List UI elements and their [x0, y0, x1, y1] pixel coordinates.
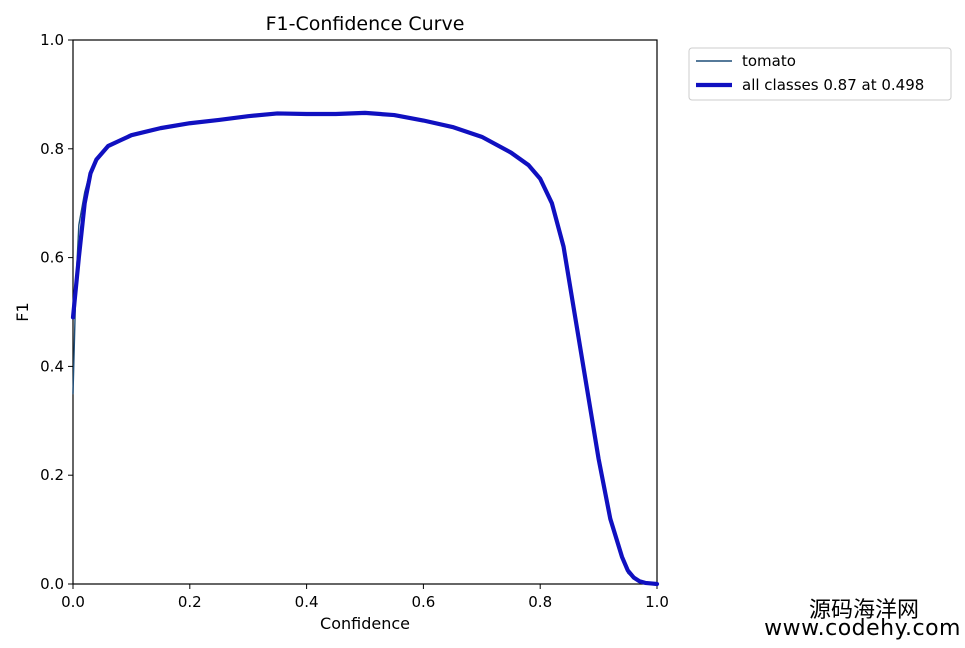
x-axis: 0.0 0.2 0.4 0.6 0.8 1.0 — [61, 584, 669, 611]
watermark-url: www.codehy.com — [764, 616, 961, 641]
watermark-chinese: 源码海洋网 — [808, 598, 919, 623]
x-tick-label: 1.0 — [645, 593, 669, 611]
x-tick-label: 0.0 — [61, 593, 85, 611]
series-line-all-classes — [70, 110, 660, 587]
y-axis: 0.0 0.2 0.4 0.6 0.8 1.0 — [40, 31, 73, 593]
x-tick-label: 0.2 — [178, 593, 202, 611]
plot-area — [72, 39, 658, 585]
chart-title: F1-Confidence Curve — [266, 13, 465, 35]
y-tick-label: 1.0 — [40, 31, 64, 49]
y-tick-label: 0.8 — [40, 140, 64, 158]
y-tick-label: 0.6 — [40, 249, 64, 267]
legend-label: all classes 0.87 at 0.498 — [742, 76, 924, 94]
y-tick-label: 0.2 — [40, 466, 64, 484]
y-tick-label: 0.4 — [40, 357, 64, 375]
x-axis-label: Confidence — [320, 614, 410, 633]
legend-label: tomato — [742, 52, 796, 70]
x-tick-label: 0.6 — [411, 593, 435, 611]
y-axis-label: F1 — [13, 302, 32, 321]
legend: tomato all classes 0.87 at 0.498 — [688, 47, 952, 101]
x-tick-label: 0.8 — [528, 593, 552, 611]
x-tick-label: 0.4 — [295, 593, 319, 611]
series-layer — [70, 110, 660, 587]
y-tick-label: 0.0 — [40, 575, 64, 593]
